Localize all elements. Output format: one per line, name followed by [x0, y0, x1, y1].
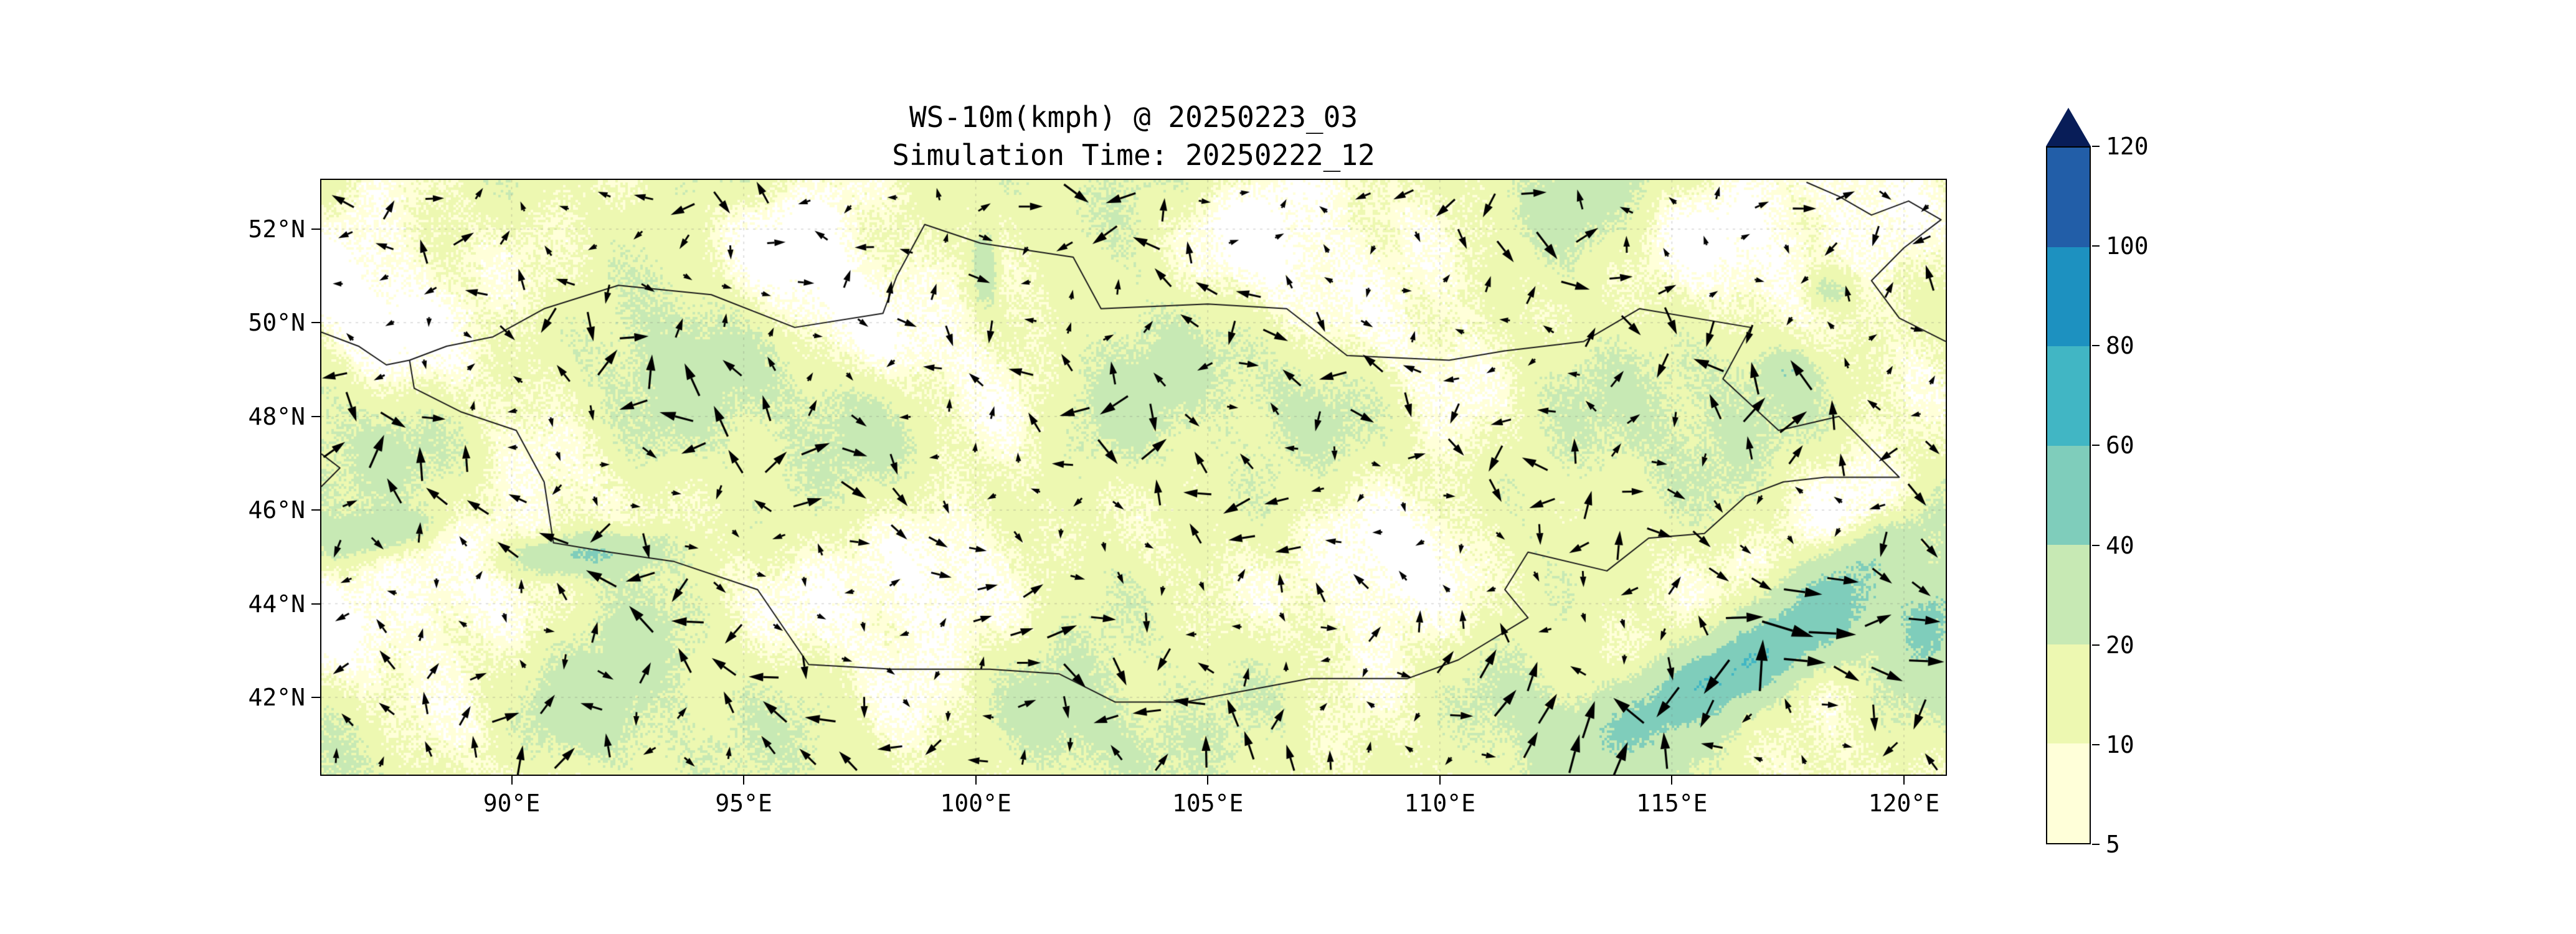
colorbar-extend-triangle — [2046, 108, 2091, 146]
colorbar-band — [2047, 148, 2090, 247]
x-axis-tick-mark — [1671, 776, 1673, 785]
colorbar-band — [2047, 346, 2090, 446]
colorbar-tick-mark — [2092, 445, 2100, 446]
colorbar-tick-mark — [2092, 644, 2100, 646]
colorbar-tick-label: 40 — [2106, 531, 2134, 559]
x-axis-tick-label: 105°E — [1172, 790, 1244, 817]
colorbar-tick-mark — [2092, 146, 2100, 147]
x-axis-tick-label: 115°E — [1636, 790, 1708, 817]
colorbar-tick-label: 80 — [2106, 332, 2134, 360]
colorbar-band — [2047, 445, 2090, 545]
y-axis-tick-label: 42°N — [248, 683, 305, 711]
y-axis-tick-label: 46°N — [248, 496, 305, 524]
colorbar-tick-mark — [2092, 844, 2100, 845]
colorbar-tick-label: 60 — [2106, 432, 2134, 460]
y-axis-tick-label: 48°N — [248, 402, 305, 430]
x-axis-tick-mark — [1207, 776, 1209, 785]
colorbar-tick-label: 20 — [2106, 631, 2134, 659]
wind-map-canvas — [321, 180, 1946, 775]
x-axis-tick-label: 120°E — [1868, 790, 1940, 817]
colorbar-tick-mark — [2092, 743, 2100, 745]
y-axis-tick-mark — [311, 509, 320, 511]
colorbar-tick-mark — [2092, 345, 2100, 347]
chart-title: WS-10m(kmph) @ 20250223_03 — [909, 100, 1358, 134]
x-axis-tick-mark — [1903, 776, 1905, 785]
x-axis-tick-mark — [511, 776, 513, 785]
colorbar-tick-label: 10 — [2106, 730, 2134, 758]
colorbar-tick-mark — [2092, 245, 2100, 247]
colorbar-band — [2047, 247, 2090, 347]
x-axis-tick-mark — [975, 776, 977, 785]
x-axis-tick-label: 95°E — [715, 790, 772, 817]
colorbar-band — [2047, 644, 2090, 744]
y-axis-tick-mark — [311, 322, 320, 324]
colorbar-tick-label: 120 — [2106, 133, 2149, 160]
colorbar-tick-mark — [2092, 544, 2100, 546]
y-axis-tick-mark — [311, 603, 320, 605]
chart-subtitle: Simulation Time: 20250222_12 — [892, 138, 1375, 172]
y-axis-tick-mark — [311, 228, 320, 230]
x-axis-tick-mark — [1439, 776, 1441, 785]
x-axis-tick-label: 110°E — [1404, 790, 1475, 817]
colorbar-band — [2047, 743, 2090, 844]
colorbar-tick-label: 5 — [2106, 831, 2120, 858]
x-axis-tick-label: 90°E — [483, 790, 541, 817]
y-axis-tick-label: 52°N — [248, 215, 305, 243]
chart-title-block: WS-10m(kmph) @ 20250223_03 Simulation Ti… — [892, 98, 1375, 174]
colorbar-band — [2047, 545, 2090, 644]
y-axis-tick-label: 50°N — [248, 309, 305, 337]
y-axis-tick-mark — [311, 415, 320, 417]
y-axis-tick-label: 44°N — [248, 590, 305, 618]
x-axis-tick-mark — [743, 776, 745, 785]
colorbar-tick-label: 100 — [2106, 232, 2149, 260]
y-axis-tick-mark — [311, 696, 320, 698]
x-axis-tick-label: 100°E — [940, 790, 1011, 817]
plot-frame — [320, 179, 1947, 776]
colorbar-bands — [2046, 146, 2091, 844]
